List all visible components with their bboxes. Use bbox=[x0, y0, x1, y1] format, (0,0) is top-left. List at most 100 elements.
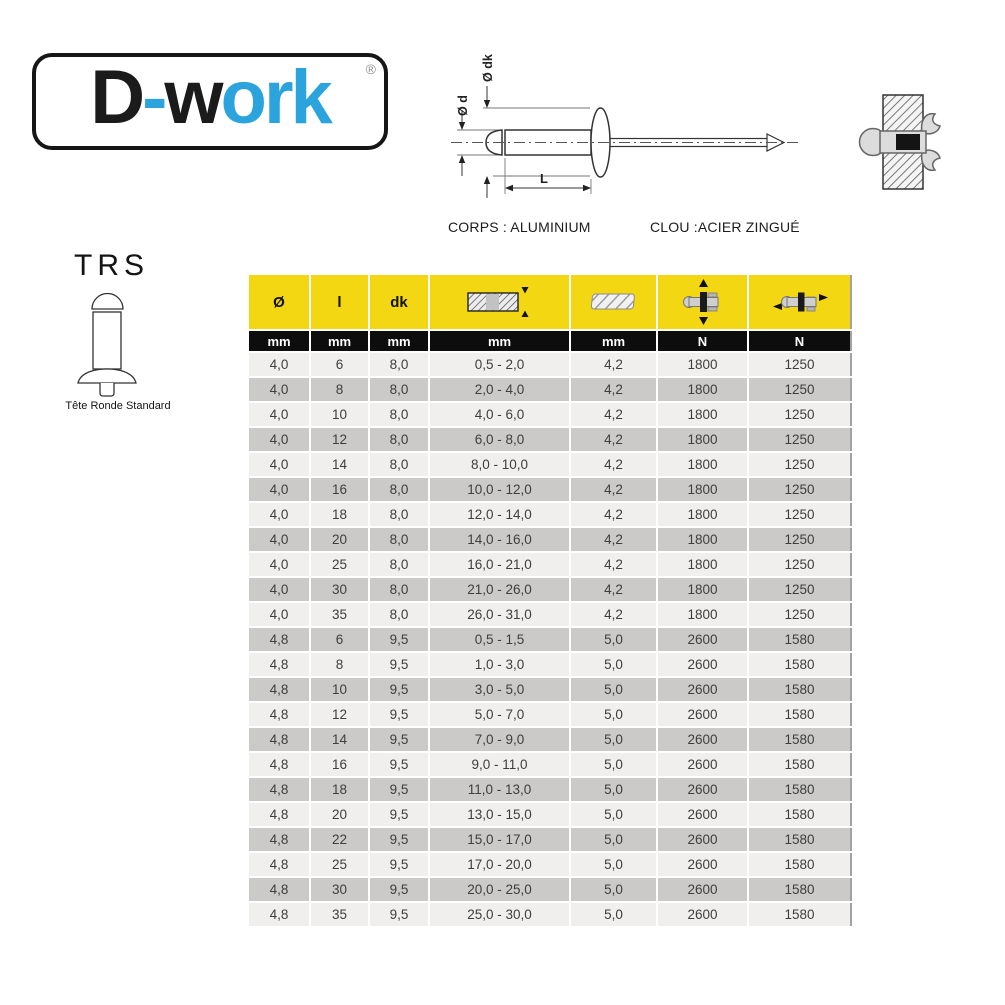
spec-table: Ø l dk bbox=[247, 273, 854, 928]
table-cell: 5,0 bbox=[571, 778, 656, 801]
dim-arrow bbox=[583, 184, 591, 192]
table-row: 4,8 10 9,5 3,0 - 5,0 5,0 2600 1580 bbox=[249, 678, 852, 701]
table-cell: 1800 bbox=[658, 578, 747, 601]
table-cell: 4,2 bbox=[571, 353, 656, 376]
table-cell: 25,0 - 30,0 bbox=[430, 903, 569, 926]
table-cell: 1580 bbox=[749, 653, 852, 676]
table-row: 4,8 25 9,5 17,0 - 20,0 5,0 2600 1580 bbox=[249, 853, 852, 876]
table-cell: 20,0 - 25,0 bbox=[430, 878, 569, 901]
table-cell: 12 bbox=[311, 428, 368, 451]
table-cell: 1580 bbox=[749, 628, 852, 651]
table-cell: 3,0 - 5,0 bbox=[430, 678, 569, 701]
table-cell: 2600 bbox=[658, 803, 747, 826]
table-cell: 9,5 bbox=[370, 903, 428, 926]
table-cell: 18 bbox=[311, 503, 368, 526]
table-row: 4,0 12 8,0 6,0 - 8,0 4,2 1800 1250 bbox=[249, 428, 852, 451]
table-cell: 1800 bbox=[658, 503, 747, 526]
table-cell: 1800 bbox=[658, 428, 747, 451]
table-row: 4,0 6 8,0 0,5 - 2,0 4,2 1800 1250 bbox=[249, 353, 852, 376]
table-cell: 1800 bbox=[658, 353, 747, 376]
table-cell: 4,2 bbox=[571, 478, 656, 501]
shear-strength-icon bbox=[772, 292, 828, 312]
table-cell: 4,0 bbox=[249, 503, 309, 526]
table-cell: 9,5 bbox=[370, 703, 428, 726]
table-cell: 11,0 - 13,0 bbox=[430, 778, 569, 801]
table-cell: 9,5 bbox=[370, 803, 428, 826]
table-cell: 6,0 - 8,0 bbox=[430, 428, 569, 451]
logo-hyphen: - bbox=[142, 54, 167, 140]
table-cell: 1800 bbox=[658, 453, 747, 476]
table-cell: 1250 bbox=[749, 353, 852, 376]
table-header-row: Ø l dk bbox=[249, 275, 852, 329]
unit-cell: mm bbox=[249, 331, 309, 351]
table-cell: 4,2 bbox=[571, 553, 656, 576]
table-cell: 5,0 bbox=[571, 678, 656, 701]
table-cell: 1580 bbox=[749, 853, 852, 876]
tensile-strength-icon bbox=[682, 279, 718, 325]
table-cell: 13,0 - 15,0 bbox=[430, 803, 569, 826]
table-cell: 8,0 bbox=[370, 578, 428, 601]
table-cell: 1580 bbox=[749, 878, 852, 901]
product-type-caption: Tête Ronde Standard bbox=[65, 400, 171, 412]
table-row: 4,8 22 9,5 15,0 - 17,0 5,0 2600 1580 bbox=[249, 828, 852, 851]
table-cell: 21,0 - 26,0 bbox=[430, 578, 569, 601]
table-cell: 2600 bbox=[658, 703, 747, 726]
table-cell: 4,8 bbox=[249, 703, 309, 726]
dim-arrow bbox=[483, 100, 491, 108]
trs-dome-head bbox=[91, 292, 124, 310]
unit-cell: mm bbox=[370, 331, 428, 351]
table-cell: 4,0 bbox=[249, 528, 309, 551]
table-row: 4,0 10 8,0 4,0 - 6,0 4,2 1800 1250 bbox=[249, 403, 852, 426]
table-cell: 9,5 bbox=[370, 853, 428, 876]
table-cell: 16 bbox=[311, 478, 368, 501]
table-cell: 4,0 bbox=[249, 453, 309, 476]
trs-rivet-drawing bbox=[77, 292, 137, 397]
table-cell: 8,0 - 10,0 bbox=[430, 453, 569, 476]
table-row: 4,8 16 9,5 9,0 - 11,0 5,0 2600 1580 bbox=[249, 753, 852, 776]
col-header-tensile-strength bbox=[658, 275, 747, 329]
table-cell: 8 bbox=[311, 378, 368, 401]
table-cell: 12 bbox=[311, 703, 368, 726]
table-cell: 4,8 bbox=[249, 728, 309, 751]
unit-cell: mm bbox=[430, 331, 569, 351]
table-row: 4,8 6 9,5 0,5 - 1,5 5,0 2600 1580 bbox=[249, 628, 852, 651]
table-cell: 1250 bbox=[749, 453, 852, 476]
table-cell: 4,2 bbox=[571, 528, 656, 551]
logo-letters-ork: ork bbox=[220, 54, 333, 140]
trs-flange bbox=[77, 368, 137, 384]
table-cell: 9,5 bbox=[370, 628, 428, 651]
table-cell: 5,0 bbox=[571, 878, 656, 901]
table-cell: 2600 bbox=[658, 903, 747, 926]
table-cell: 7,0 - 9,0 bbox=[430, 728, 569, 751]
table-cell: 4,0 - 6,0 bbox=[430, 403, 569, 426]
table-cell: 2600 bbox=[658, 653, 747, 676]
table-cell: 8,0 bbox=[370, 478, 428, 501]
table-cell: 4,8 bbox=[249, 628, 309, 651]
table-cell: 8,0 bbox=[370, 553, 428, 576]
table-cell: 5,0 bbox=[571, 853, 656, 876]
dim-arrow bbox=[458, 155, 466, 163]
table-cell: 20 bbox=[311, 528, 368, 551]
table-cell: 2600 bbox=[658, 753, 747, 776]
table-cell: 4,2 bbox=[571, 453, 656, 476]
brand-logo: D-work ® bbox=[32, 53, 388, 150]
unit-cell: N bbox=[749, 331, 852, 351]
table-cell: 2600 bbox=[658, 828, 747, 851]
table-row: 4,8 18 9,5 11,0 - 13,0 5,0 2600 1580 bbox=[249, 778, 852, 801]
table-cell: 1580 bbox=[749, 678, 852, 701]
table-cell: 8,0 bbox=[370, 403, 428, 426]
table-cell: 4,0 bbox=[249, 378, 309, 401]
table-cell: 9,0 - 11,0 bbox=[430, 753, 569, 776]
table-row: 4,0 35 8,0 26,0 - 31,0 4,2 1800 1250 bbox=[249, 603, 852, 626]
table-cell: 4,0 bbox=[249, 428, 309, 451]
table-cell: 8,0 bbox=[370, 378, 428, 401]
diagram-label-head-diameter: Ø dk bbox=[481, 54, 495, 82]
rivet-technical-drawing: Ø d Ø dk L bbox=[451, 54, 799, 198]
table-cell: 4,0 bbox=[249, 478, 309, 501]
grip-range-icon bbox=[466, 287, 528, 317]
col-header-length: l bbox=[311, 275, 368, 329]
table-cell: 16 bbox=[311, 753, 368, 776]
table-cell: 25 bbox=[311, 853, 368, 876]
table-cell: 8,0 bbox=[370, 428, 428, 451]
nail-material-label: CLOU :ACIER ZINGUÉ bbox=[650, 219, 800, 235]
